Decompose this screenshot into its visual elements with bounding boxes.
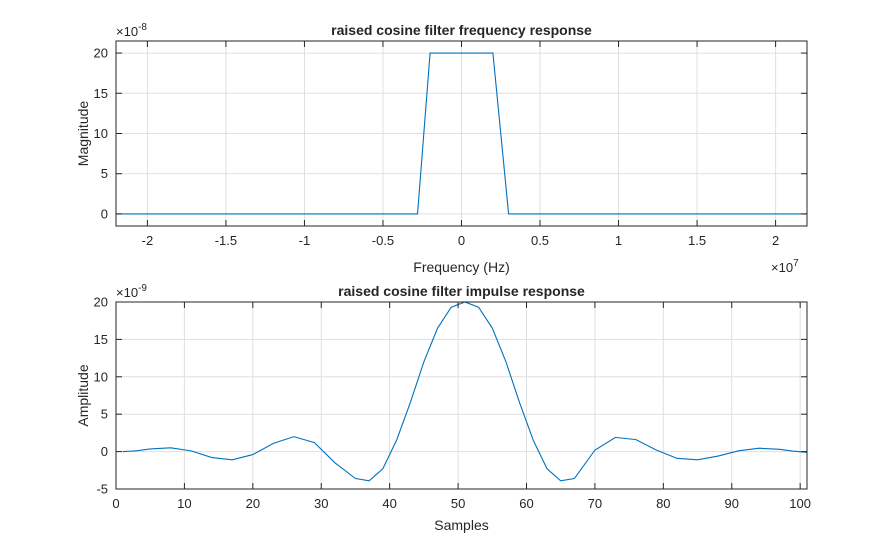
frequency-x-tick-label: 0.5 xyxy=(531,233,549,248)
frequency-y-tick-label: 10 xyxy=(94,126,108,141)
impulse-y-tick-label: -5 xyxy=(96,482,108,497)
magnitude-exponent-label: ×10-8 xyxy=(116,22,147,39)
frequency-x-tick-label: 1 xyxy=(615,233,622,248)
impulse-x-tick-label: 90 xyxy=(725,496,739,511)
frequency-x-tick-label: 1.5 xyxy=(688,233,706,248)
frequency-response-line xyxy=(116,52,807,215)
frequency-axis-label: Frequency (Hz) xyxy=(413,259,509,275)
frequency-y-tick-label: 20 xyxy=(94,46,108,61)
amplitude-exponent-label: ×10-9 xyxy=(116,283,147,300)
impulse-x-tick-label: 0 xyxy=(112,496,119,511)
impulse-x-tick-label: 100 xyxy=(789,496,811,511)
frequency-x-tick-label: -1.5 xyxy=(215,233,237,248)
impulse-y-tick-label: 15 xyxy=(94,332,108,347)
frequency-y-tick-label: 15 xyxy=(94,86,108,101)
impulse-y-tick-label: 0 xyxy=(101,444,108,459)
magnitude-axis-label: Magnitude xyxy=(75,101,91,167)
impulse-x-tick-label: 60 xyxy=(519,496,533,511)
impulse-x-tick-label: 10 xyxy=(177,496,191,511)
impulse-x-tick-label: 80 xyxy=(656,496,670,511)
frequency-response-title: raised cosine filter frequency response xyxy=(331,22,592,38)
impulse-x-tick-label: 50 xyxy=(451,496,465,511)
impulse-y-tick-label: 20 xyxy=(94,295,108,310)
impulse-x-tick-label: 20 xyxy=(246,496,260,511)
impulse-response-line xyxy=(122,301,808,482)
frequency-x-tick-label: -2 xyxy=(142,233,154,248)
frequency-y-tick-label: 5 xyxy=(101,166,108,181)
amplitude-axis-label: Amplitude xyxy=(75,364,91,426)
impulse-x-tick-label: 70 xyxy=(588,496,602,511)
frequency-x-tick-label: -0.5 xyxy=(372,233,394,248)
frequency-exponent-label: ×107 xyxy=(771,258,799,275)
impulse-response-title: raised cosine filter impulse response xyxy=(338,283,585,299)
frequency-x-tick-label: 0 xyxy=(458,233,465,248)
frequency-x-tick-label: 2 xyxy=(772,233,779,248)
frequency-x-tick-label: -1 xyxy=(299,233,311,248)
impulse-x-tick-label: 40 xyxy=(382,496,396,511)
samples-axis-label: Samples xyxy=(434,517,488,533)
impulse-y-tick-label: 10 xyxy=(94,369,108,384)
impulse-response-chart: 0 10 20 30 40 50 60 70 80 90 100 -5 0 5 10 15 20 raised … xyxy=(75,283,811,533)
impulse-x-tick-label: 30 xyxy=(314,496,328,511)
frequency-y-tick-label: 0 xyxy=(101,206,108,221)
impulse-response-axes-frame xyxy=(115,301,808,490)
impulse-y-tick-label: 5 xyxy=(101,407,108,422)
